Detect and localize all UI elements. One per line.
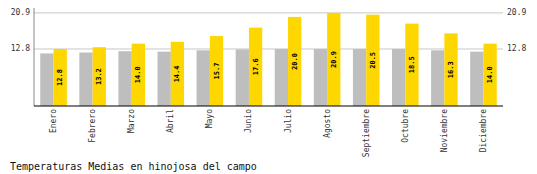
bar <box>483 44 496 106</box>
grid-line <box>34 12 503 13</box>
bar <box>132 44 145 106</box>
title: Temperaturas Medias en hinojosa del camp… <box>10 161 257 172</box>
x-tick-label: Julio <box>284 109 293 133</box>
bar <box>54 49 67 106</box>
x-tick-label: Noviembre <box>440 109 449 153</box>
data-label: 17.6 <box>252 58 260 75</box>
data-label: 16.3 <box>447 61 455 78</box>
bar <box>353 49 366 106</box>
x-tick-label: Mayo <box>205 109 214 128</box>
x-tick-label: Febrero <box>88 109 97 143</box>
bar <box>118 51 131 106</box>
bar <box>392 49 405 106</box>
bar <box>314 49 327 106</box>
bar <box>93 47 106 106</box>
x-tick-label: Marzo <box>127 109 136 133</box>
bar <box>249 28 262 106</box>
bar <box>275 49 288 106</box>
x-tick-label: Diciembre <box>479 109 488 153</box>
x-tick-label: Octubre <box>401 109 410 143</box>
data-label: 14.0 <box>134 66 142 83</box>
chart: 12.8 13.2 14.0 14.4 15.7 17.6 20.0 20.9 20.5 18.5… <box>0 0 537 174</box>
x-tick-label: Abril <box>166 109 175 133</box>
y2-tick-label: 20.9 <box>507 8 526 17</box>
bar <box>444 33 457 106</box>
y-tick-label: 20.9 <box>11 8 30 17</box>
bars <box>40 13 496 106</box>
x-tick-label: Junio <box>244 109 253 133</box>
bar <box>40 53 53 106</box>
x-tick-label: Agosto <box>323 109 332 138</box>
data-label: 13.2 <box>95 68 103 85</box>
bar <box>405 24 418 106</box>
y2-tick-label: 12.8 <box>507 44 526 53</box>
bar <box>431 50 444 106</box>
x-tick-label: Septiembre <box>362 109 371 157</box>
bar <box>171 42 184 106</box>
data-label: 15.7 <box>213 63 221 80</box>
bar <box>236 49 249 106</box>
bar <box>197 50 210 106</box>
bar <box>79 53 92 106</box>
y-tick-label: 12.8 <box>11 44 30 53</box>
bar <box>470 52 483 106</box>
bar <box>288 17 301 106</box>
bar <box>210 36 223 106</box>
data-label: 14.0 <box>486 66 494 83</box>
data-label: 20.0 <box>291 53 299 70</box>
bar <box>327 13 340 106</box>
data-label: 20.9 <box>330 51 338 68</box>
data-label: 20.5 <box>369 52 377 69</box>
y-axis-line <box>34 8 35 106</box>
data-label: 18.5 <box>408 56 416 73</box>
data-label: 14.4 <box>173 65 181 82</box>
baseline <box>34 105 503 106</box>
bar <box>158 52 171 106</box>
bar <box>366 15 379 106</box>
data-label: 12.8 <box>56 69 64 86</box>
x-tick-label: Enero <box>49 109 58 133</box>
